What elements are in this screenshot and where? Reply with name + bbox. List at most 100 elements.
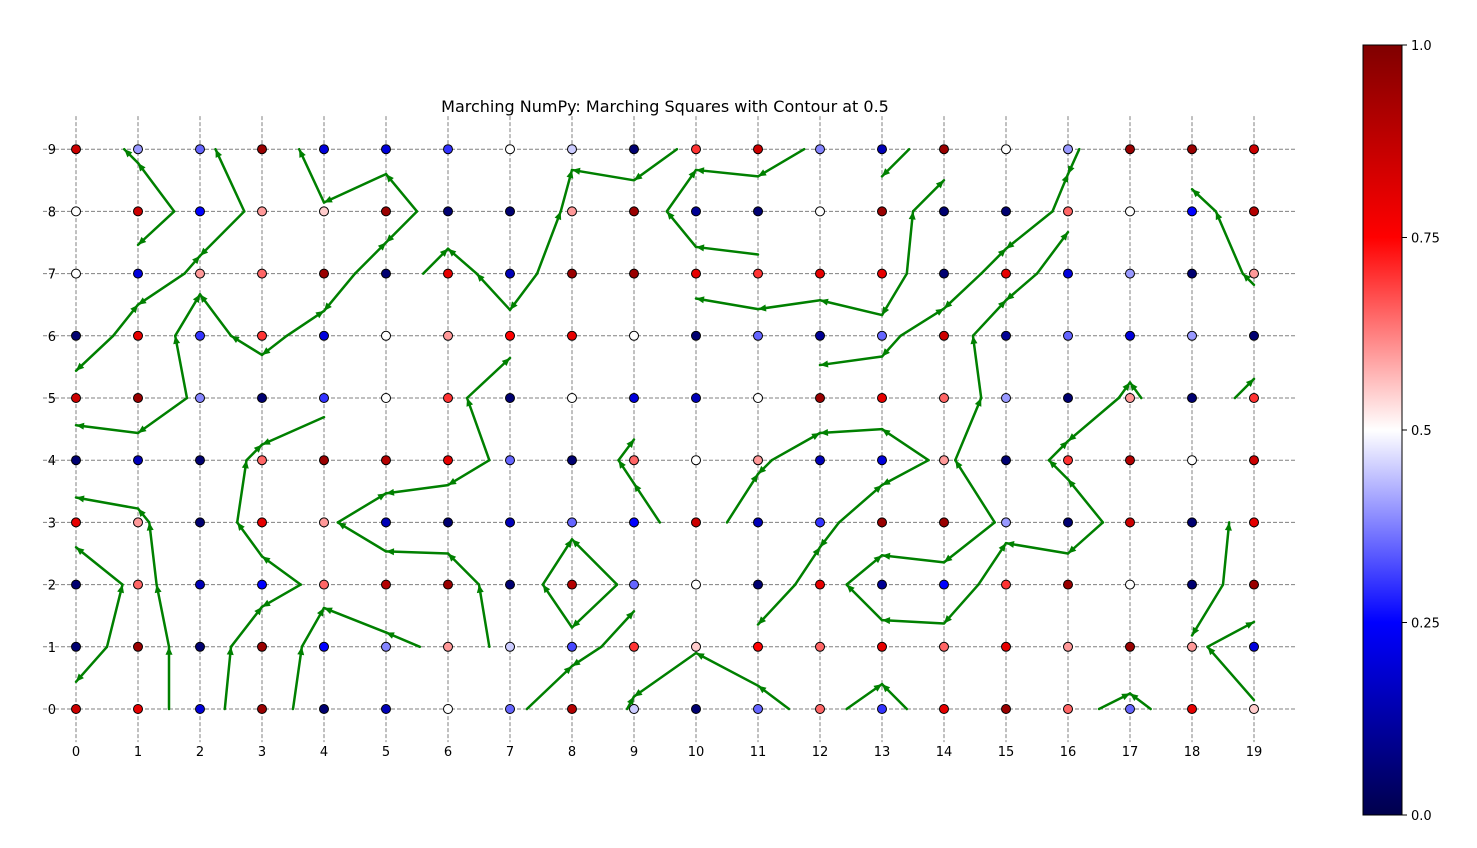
contour-arrow	[136, 272, 186, 306]
contour-arrow	[559, 168, 574, 213]
grid-point	[939, 455, 949, 466]
contour-arrow	[235, 521, 264, 558]
contour-arrow	[770, 431, 822, 462]
grid-point	[319, 579, 329, 590]
contour-arrow	[285, 309, 326, 338]
x-tick-label: 11	[750, 745, 767, 760]
contour-arrow	[942, 521, 996, 564]
grid-point	[629, 206, 639, 217]
grid-point	[381, 579, 391, 590]
grid-point	[133, 579, 143, 590]
grid-point	[133, 330, 143, 341]
contour-arrow	[465, 396, 491, 462]
contour-arrow	[1241, 272, 1256, 287]
contour-arrow	[300, 606, 326, 649]
contour-arrow	[173, 293, 202, 338]
contour-arrow	[793, 546, 822, 586]
contour-arrow	[1051, 172, 1070, 213]
grid-point	[71, 268, 81, 279]
contour-arrow	[291, 645, 305, 711]
grid-point	[1001, 641, 1011, 652]
contour-arrow	[632, 651, 698, 698]
grid-point	[257, 393, 267, 403]
contour-arrow	[111, 303, 140, 338]
contour-arrow	[970, 334, 983, 400]
contour-arrow	[971, 299, 1008, 338]
contour-arrow	[1097, 692, 1132, 711]
contour-arrow	[845, 554, 884, 586]
contour-arrow	[818, 521, 841, 549]
grid-point	[381, 455, 391, 466]
contour-arrow	[384, 483, 450, 496]
contour-arrow	[336, 492, 388, 524]
contour-arrow	[384, 172, 419, 213]
contour-arrow	[694, 244, 760, 256]
grid-point	[381, 517, 391, 528]
grid-point	[443, 641, 453, 652]
contour-arrow	[632, 482, 662, 524]
contour-arrow	[154, 583, 171, 649]
grid-point	[1063, 455, 1073, 466]
contour-arrow	[74, 546, 124, 586]
grid-point	[71, 330, 81, 341]
x-tick-label: 15	[998, 745, 1015, 760]
grid-point	[1001, 206, 1011, 217]
colorbar-tick-label: 0.25	[1411, 617, 1440, 632]
grid-point	[939, 268, 949, 279]
grid-point	[939, 641, 949, 652]
x-tick-label: 10	[688, 745, 705, 760]
grid-point	[629, 517, 639, 528]
grid-point	[71, 393, 81, 403]
grid-point	[319, 268, 329, 279]
contour-arrow	[880, 682, 909, 711]
contour-arrow	[570, 583, 619, 629]
grid-point	[195, 268, 205, 279]
grid-point	[1249, 641, 1259, 652]
contour-arrow	[260, 583, 302, 609]
contour-arrow	[136, 396, 189, 435]
contour-arrow	[1047, 458, 1070, 481]
grid-point	[753, 330, 763, 341]
contour-arrow	[336, 521, 388, 553]
contour-arrow	[694, 651, 760, 687]
grid-point	[939, 704, 949, 714]
contour-arrow	[942, 272, 983, 310]
grid-point	[567, 641, 577, 652]
grid-point	[1001, 268, 1011, 279]
grid-point	[1063, 268, 1073, 279]
contour-arrow	[880, 334, 902, 358]
contour-arrow	[74, 495, 140, 510]
contour-arrow	[725, 472, 760, 524]
contour-arrow	[297, 147, 326, 204]
grid-point	[71, 455, 81, 466]
grid-point	[877, 268, 887, 279]
colorbar-tick-label: 0.75	[1411, 232, 1440, 247]
contour-arrow	[977, 541, 1008, 586]
grid-point	[133, 206, 143, 217]
contour-arrow	[446, 458, 491, 487]
contour-arrow	[1206, 620, 1256, 649]
contour-arrow	[880, 272, 909, 317]
contour-arrow	[146, 521, 158, 586]
contour-arrow	[384, 210, 419, 244]
grid-point	[71, 517, 81, 528]
y-tick-label: 7	[48, 268, 56, 283]
grid-point	[567, 268, 577, 279]
y-tick-label: 8	[48, 205, 56, 220]
contour-arrow	[235, 458, 249, 524]
grid-point	[629, 579, 639, 590]
grid-point	[1001, 330, 1011, 341]
grid-point	[1001, 704, 1011, 714]
grid-point	[877, 206, 887, 217]
grid-point	[629, 393, 639, 403]
grid-point	[381, 206, 391, 217]
grid-point	[71, 641, 81, 652]
contour-arrow	[617, 458, 636, 485]
contour-arrow	[322, 272, 357, 313]
grid-point	[133, 517, 143, 528]
grid-point	[815, 144, 825, 155]
grid-point	[443, 579, 453, 590]
contour-arrow	[525, 664, 574, 711]
grid-point	[195, 144, 205, 155]
